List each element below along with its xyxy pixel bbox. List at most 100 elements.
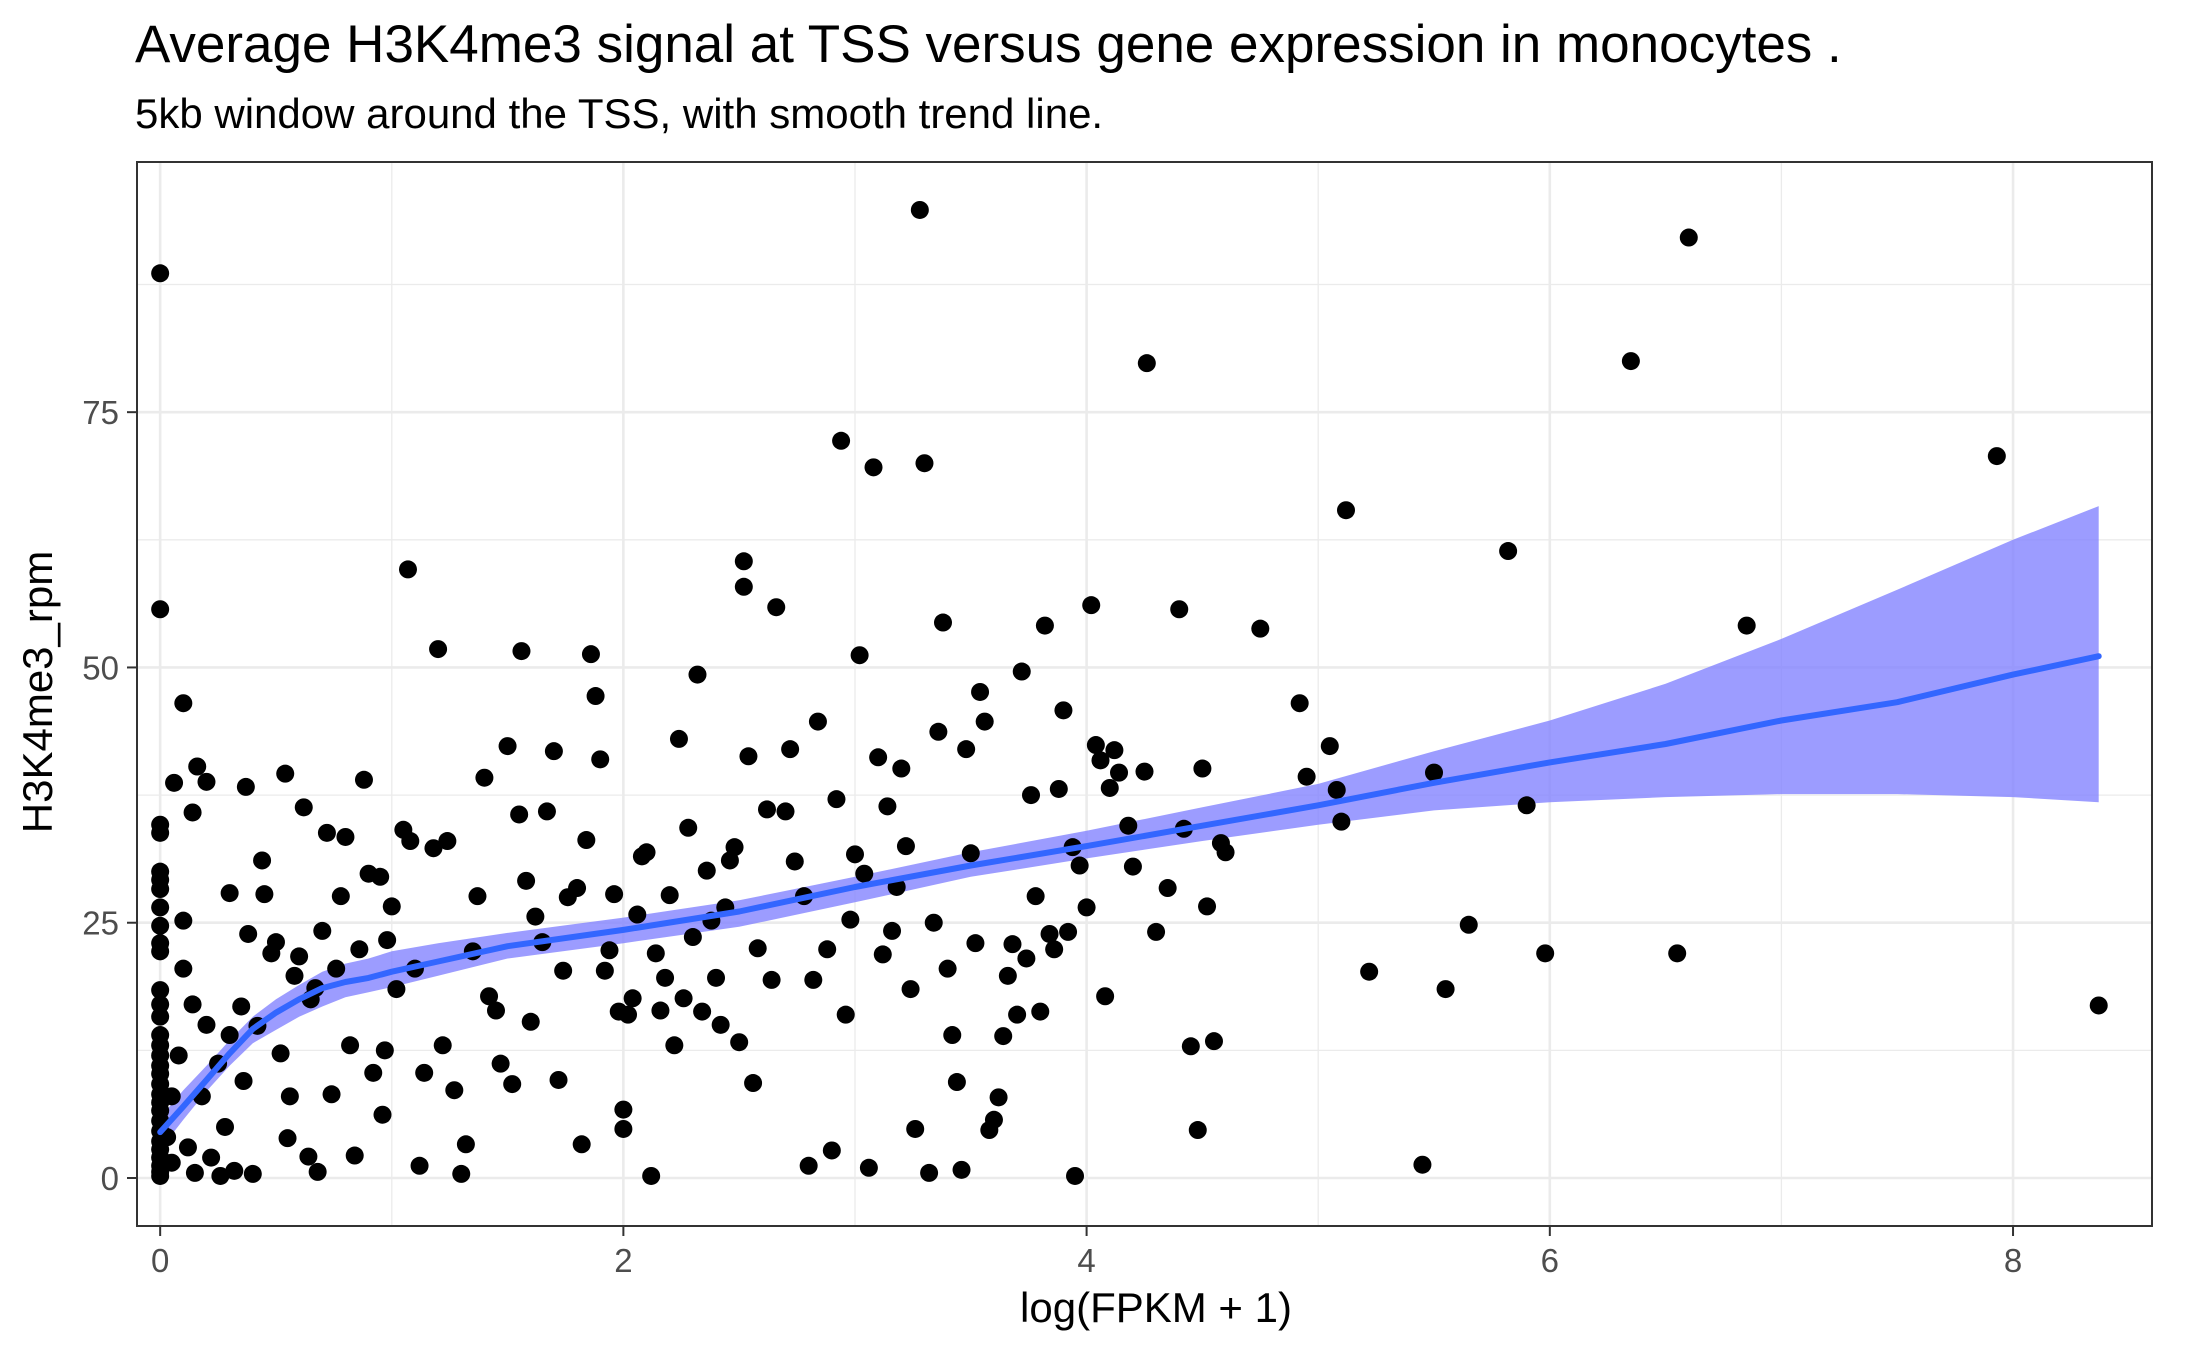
data-point (185, 1163, 204, 1182)
data-point (1086, 736, 1105, 755)
data-point (151, 898, 170, 917)
data-point (480, 987, 499, 1006)
data-point (285, 966, 304, 985)
data-point (1621, 352, 1640, 371)
data-point (1436, 980, 1455, 999)
x-tick-label: 4 (1077, 1242, 1095, 1279)
data-point (734, 577, 753, 596)
data-point (961, 844, 980, 863)
data-point (188, 757, 207, 776)
data-point (517, 871, 536, 890)
data-point (512, 642, 531, 661)
data-point (1332, 812, 1351, 831)
data-point (253, 851, 272, 870)
data-point (364, 1063, 383, 1082)
data-point (280, 1087, 299, 1106)
data-point (429, 640, 448, 659)
data-point (503, 1075, 522, 1094)
data-point (1045, 940, 1064, 959)
data-point (873, 945, 892, 964)
data-point (216, 1117, 235, 1136)
grid (137, 162, 2152, 1226)
data-point (776, 802, 795, 821)
data-point (1987, 447, 2006, 466)
data-point (1147, 922, 1166, 941)
y-axis-title: H3K4me3_rpm (14, 551, 61, 833)
data-point (151, 916, 170, 935)
data-point (586, 687, 605, 706)
data-point (660, 886, 679, 905)
y-tick-label: 25 (82, 905, 119, 942)
x-tick-label: 8 (2004, 1242, 2022, 1279)
data-point (762, 970, 781, 989)
data-point (642, 1166, 661, 1185)
data-point (1119, 816, 1138, 835)
data-point (151, 1007, 170, 1026)
data-point (1360, 962, 1379, 981)
data-point (1105, 741, 1124, 760)
data-point (994, 1027, 1013, 1046)
data-point (605, 885, 624, 904)
data-point (350, 940, 369, 959)
data-point (322, 1085, 341, 1104)
data-point (864, 458, 883, 477)
data-point (382, 897, 401, 916)
data-point (651, 1001, 670, 1020)
data-point (711, 1015, 730, 1034)
data-point (883, 921, 902, 940)
data-point (966, 934, 985, 953)
data-point (619, 1005, 638, 1024)
data-point (220, 884, 239, 903)
data-point (255, 885, 274, 904)
data-point (688, 665, 707, 684)
data-point (1251, 619, 1270, 638)
data-point (822, 1141, 841, 1160)
data-point (151, 1166, 170, 1185)
data-point (896, 837, 915, 856)
data-point (178, 1138, 197, 1157)
data-point (1188, 1121, 1207, 1140)
data-point (920, 1163, 939, 1182)
data-point (1066, 1166, 1085, 1185)
y-tick-label: 0 (101, 1160, 119, 1197)
data-point (151, 942, 170, 961)
data-point (1123, 857, 1142, 876)
data-point (1040, 924, 1059, 943)
data-point (1679, 228, 1698, 247)
data-point (445, 1081, 464, 1100)
data-point (1110, 763, 1129, 782)
data-point (832, 431, 851, 450)
data-point (1096, 987, 1115, 1006)
data-point (1100, 778, 1119, 797)
data-point (595, 961, 614, 980)
data-point (725, 838, 744, 857)
data-point (174, 911, 193, 930)
data-point (1216, 843, 1235, 862)
data-point (1137, 354, 1156, 373)
data-point (1049, 779, 1068, 798)
data-point (537, 802, 556, 821)
data-point (591, 750, 610, 769)
data-point (183, 995, 202, 1014)
y-tick-label: 75 (82, 394, 119, 431)
data-point (808, 712, 827, 731)
data-point (294, 798, 313, 817)
data-point (1517, 796, 1536, 815)
data-point (952, 1160, 971, 1179)
data-point (683, 928, 702, 947)
data-point (151, 981, 170, 1000)
data-point (232, 997, 251, 1016)
data-point (1459, 915, 1478, 934)
data-point (707, 968, 726, 987)
data-point (1008, 1005, 1027, 1024)
data-point (1425, 763, 1444, 782)
data-point (336, 827, 355, 846)
data-point (614, 1119, 633, 1138)
data-point (468, 887, 487, 906)
data-point (415, 1063, 434, 1082)
data-point (2089, 996, 2108, 1015)
data-point (975, 712, 994, 731)
data-point (804, 970, 823, 989)
data-point (266, 933, 285, 952)
